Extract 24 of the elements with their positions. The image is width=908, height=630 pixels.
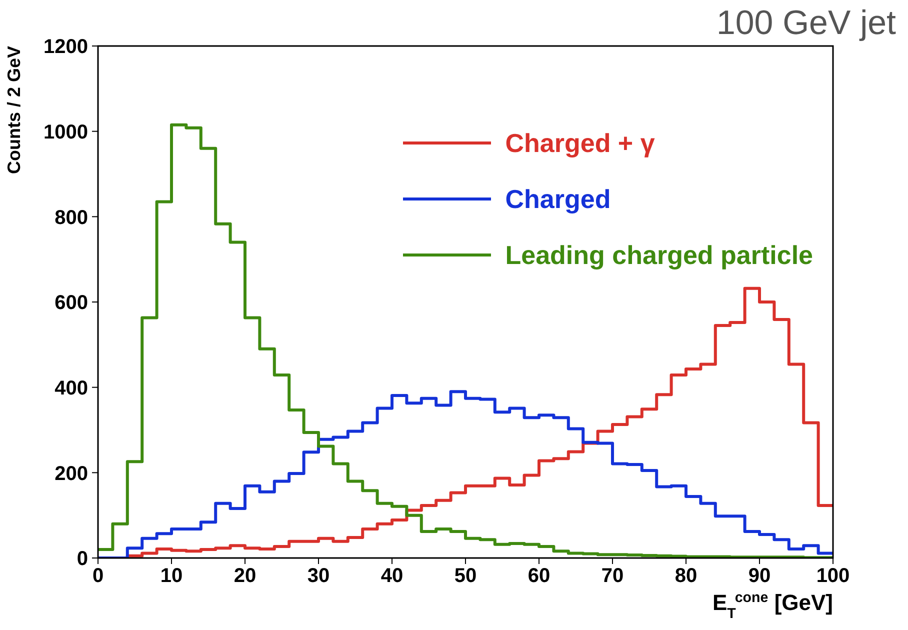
y-tick-label: 400 [54,377,88,400]
y-tick-label: 1200 [44,36,88,58]
y-tick-label: 0 [76,548,88,570]
x-tick-label: 40 [380,565,404,588]
x-tick-label: 60 [528,565,550,588]
x-tick-label: 90 [748,565,771,588]
y-tick-label: 800 [54,206,88,229]
x-tick-label: 20 [234,565,256,588]
y-tick-label: 1000 [44,121,88,144]
legend-label: Charged + γ [505,128,655,158]
legend-label: Charged [505,184,611,214]
x-tick-label: 70 [601,565,624,588]
y-axis-title: Counts / 2 GeV [4,46,24,174]
x-tick-label: 100 [816,565,850,588]
x-tick-label: 0 [92,565,104,588]
y-tick-label: 600 [54,292,88,314]
x-tick-label: 10 [160,565,183,588]
x-axis-title: E$_{T}$$^{cone}$ [GeV] [712,590,833,622]
legend-label: Leading charged particle [505,240,813,270]
y-tick-label: 200 [54,462,88,485]
x-tick-label: 50 [454,565,477,588]
chart-title: 100 GeV jet [716,4,896,43]
x-tick-label: 30 [307,565,330,588]
x-tick-label: 80 [674,565,698,588]
